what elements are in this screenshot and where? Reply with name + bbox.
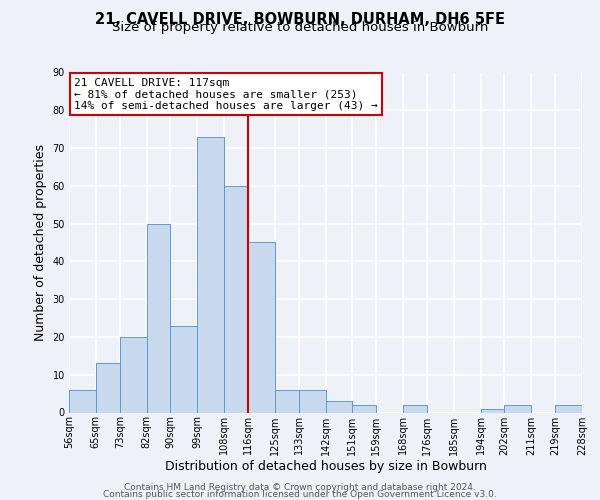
Bar [224, 186, 248, 412]
Bar [481, 408, 505, 412]
Bar [352, 405, 376, 412]
X-axis label: Distribution of detached houses by size in Bowburn: Distribution of detached houses by size … [164, 460, 487, 473]
Bar [197, 136, 224, 412]
Text: Contains public sector information licensed under the Open Government Licence v3: Contains public sector information licen… [103, 490, 497, 499]
Bar [403, 405, 427, 412]
Y-axis label: Number of detached properties: Number of detached properties [34, 144, 47, 341]
Bar [582, 405, 600, 412]
Bar [146, 224, 170, 412]
Bar [120, 337, 146, 412]
Bar [248, 242, 275, 412]
Text: 21, CAVELL DRIVE, BOWBURN, DURHAM, DH6 5FE: 21, CAVELL DRIVE, BOWBURN, DURHAM, DH6 5… [95, 12, 505, 28]
Bar [170, 326, 197, 412]
Bar [505, 405, 531, 412]
Bar [96, 364, 120, 412]
Bar [275, 390, 299, 412]
Bar [299, 390, 325, 412]
Bar [69, 390, 96, 412]
Text: Size of property relative to detached houses in Bowburn: Size of property relative to detached ho… [112, 21, 488, 34]
Bar [555, 405, 582, 412]
Bar [325, 401, 352, 412]
Text: 21 CAVELL DRIVE: 117sqm
← 81% of detached houses are smaller (253)
14% of semi-d: 21 CAVELL DRIVE: 117sqm ← 81% of detache… [74, 78, 378, 111]
Text: Contains HM Land Registry data © Crown copyright and database right 2024.: Contains HM Land Registry data © Crown c… [124, 482, 476, 492]
